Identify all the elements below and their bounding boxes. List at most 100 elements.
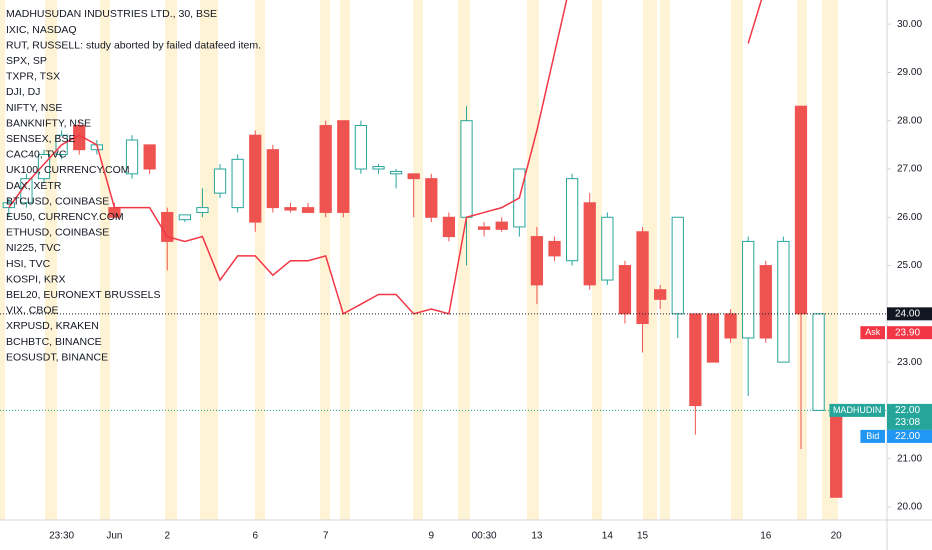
study-label: EU50, CURRENCY.COM: [6, 211, 124, 223]
y-tick-label: 26.00: [897, 212, 922, 223]
x-tick-label: 00:30: [472, 531, 497, 542]
candle-body: [742, 240, 755, 339]
candle-body: [196, 207, 209, 213]
candle-body: [830, 409, 843, 498]
candle-body: [2, 202, 15, 209]
name-tag-label: MADHUDIN: [833, 405, 882, 415]
y-tick-label: 25.00: [897, 260, 922, 271]
study-label: UK100, CURRENCY.COM: [6, 164, 130, 176]
candle-body: [125, 139, 139, 175]
x-tick-label: 9: [429, 531, 435, 542]
name-tag: [860, 326, 885, 340]
name-tag: [860, 429, 885, 443]
x-tick-label: 15: [637, 531, 649, 542]
candle-body: [477, 226, 491, 230]
session-band: [643, 0, 657, 520]
candle-body: [143, 144, 156, 170]
x-tick-label: 23:30: [49, 531, 74, 542]
y-tick-label: 20.00: [897, 502, 922, 513]
compare-line: [747, 0, 763, 44]
candle-body: [759, 265, 772, 339]
candle-body: [566, 178, 579, 262]
session-band: [413, 0, 423, 520]
session-band: [592, 0, 602, 520]
study-label: ETHUSD, COINBASE: [6, 227, 109, 239]
candle-body: [213, 168, 227, 194]
candle-body: [37, 154, 51, 180]
study-label: NI225, TVC: [6, 242, 61, 254]
x-tick-label: 20: [831, 531, 843, 542]
study-label: TXPR, TSX: [6, 71, 60, 83]
candle-body: [654, 289, 667, 300]
session-band: [731, 0, 743, 520]
candle-body: [618, 265, 632, 315]
y-tick-label: 21.00: [897, 453, 922, 464]
study-label: KOSPI, KRX: [6, 273, 66, 285]
x-tick-label: 14: [602, 531, 614, 542]
study-label: SPX, SP: [6, 55, 47, 67]
y-tick-label: 23.00: [897, 357, 922, 368]
candle-body: [548, 240, 561, 257]
study-label: XRPUSD, KRAKEN: [6, 320, 99, 332]
candle-body: [337, 120, 350, 213]
x-tick-label: 2: [164, 531, 170, 542]
price-tag: [887, 307, 932, 321]
candle-body: [319, 125, 332, 213]
x-tick-label: 6: [252, 531, 258, 542]
study-label: BTCUSD, COINBASE: [6, 195, 109, 207]
x-tick-label: 13: [531, 531, 543, 542]
candle-body: [530, 236, 544, 286]
candle-body: [425, 178, 438, 218]
price-tag-label: 24.00: [895, 308, 920, 319]
x-tick-label: 7: [323, 531, 329, 542]
plot-area: [2, 0, 843, 498]
y-tick-label: 30.00: [897, 19, 922, 30]
study-label: HSI, TVC: [6, 258, 51, 270]
candle-body: [706, 313, 720, 363]
session-band: [0, 0, 5, 520]
candle-body: [777, 240, 790, 363]
session-band: [822, 0, 838, 520]
x-tick-label: 16: [760, 531, 772, 542]
candle-body: [284, 207, 297, 211]
study-label: IXIC, NASDAQ: [6, 24, 77, 36]
price-tag-label: 23.90: [895, 327, 920, 338]
study-label: VIX, CBOE: [6, 305, 59, 317]
candle-body: [724, 313, 737, 339]
candle-body: [689, 313, 702, 407]
candle-body: [389, 170, 403, 175]
candle-body: [372, 166, 385, 170]
session-band: [340, 0, 350, 520]
price-tag-label: 22.00: [895, 431, 920, 442]
study-label: BEL20, EURONEXT BRUSSELS: [6, 289, 160, 301]
countdown: 23:08: [895, 417, 920, 428]
y-tick-label: 27.00: [897, 164, 922, 175]
study-label: DAX, XETR: [6, 180, 62, 192]
session-band: [200, 0, 218, 520]
study-label: DJI, DJ: [6, 86, 40, 98]
session-band: [458, 0, 470, 520]
candle-body: [249, 134, 262, 223]
candle-body: [495, 221, 508, 230]
candle-body: [583, 202, 596, 286]
y-tick-label: 28.00: [897, 115, 922, 126]
candle-body: [636, 231, 649, 324]
study-label: BANKNIFTY, NSE: [6, 117, 91, 129]
study-label: BCHBTC, BINANCE: [6, 336, 102, 348]
price-tag: [887, 403, 932, 430]
study-label: SENSEX, BSE: [6, 133, 75, 145]
compare-line: [8, 0, 568, 315]
price-tag: [887, 326, 932, 340]
study-label: CAC40, TVC: [6, 149, 67, 161]
y-tick-label: 29.00: [897, 67, 922, 78]
study-label: EOSUSDT, BINANCE: [6, 351, 108, 363]
session-band: [320, 0, 330, 520]
study-label: RUT, RUSSELL: study aborted by failed da…: [6, 39, 261, 51]
candle-body: [266, 149, 279, 209]
name-tag-label: Bid: [866, 431, 879, 441]
candle-body: [601, 216, 614, 281]
candle-body: [178, 214, 191, 221]
price-tag: [887, 429, 932, 443]
candle-body: [354, 125, 368, 170]
